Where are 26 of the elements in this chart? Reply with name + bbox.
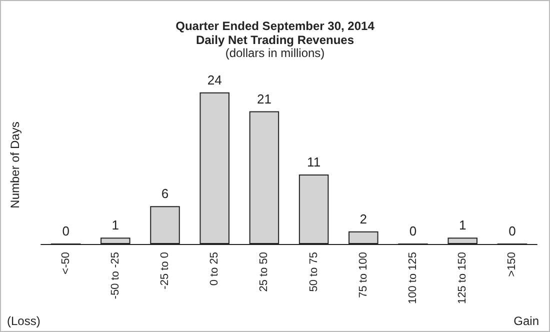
x-tick-label: 100 to 125	[407, 252, 419, 304]
text: Gain	[514, 314, 540, 328]
text: (Loss)	[7, 314, 40, 328]
y-axis-title: Number of Days	[8, 122, 22, 208]
x-tick-label: 125 to 150	[456, 252, 469, 304]
data-label: 1	[458, 218, 466, 233]
x-tick-label: 50 to 75	[308, 252, 320, 292]
data-label: 2	[360, 211, 368, 226]
chart-title: Quarter Ended September 30, 2014	[176, 19, 375, 33]
x-tick-label: -50 to -25	[109, 252, 122, 300]
x-tick-label: 25 to 50	[258, 252, 270, 292]
data-label: 6	[161, 186, 169, 202]
x-tick-label: <-50	[60, 252, 72, 274]
data-label: 21	[256, 91, 272, 106]
data-label: 0	[409, 224, 417, 238]
x-tick-label: 0 to 25	[208, 252, 221, 286]
data-label: 11	[307, 154, 321, 170]
data-label: 1	[112, 218, 120, 233]
text: (dollars in millions)	[225, 46, 325, 60]
chart-subtitle: Daily Net Trading Revenues	[196, 33, 354, 47]
x-tick-label: -25 to 0	[159, 252, 171, 290]
data-label: 0	[508, 224, 516, 238]
data-label: 0	[62, 224, 70, 238]
x-tick-label: >150	[506, 252, 518, 277]
x-tick-label: 75 to 100	[357, 252, 370, 298]
data-label: 24	[207, 72, 222, 88]
